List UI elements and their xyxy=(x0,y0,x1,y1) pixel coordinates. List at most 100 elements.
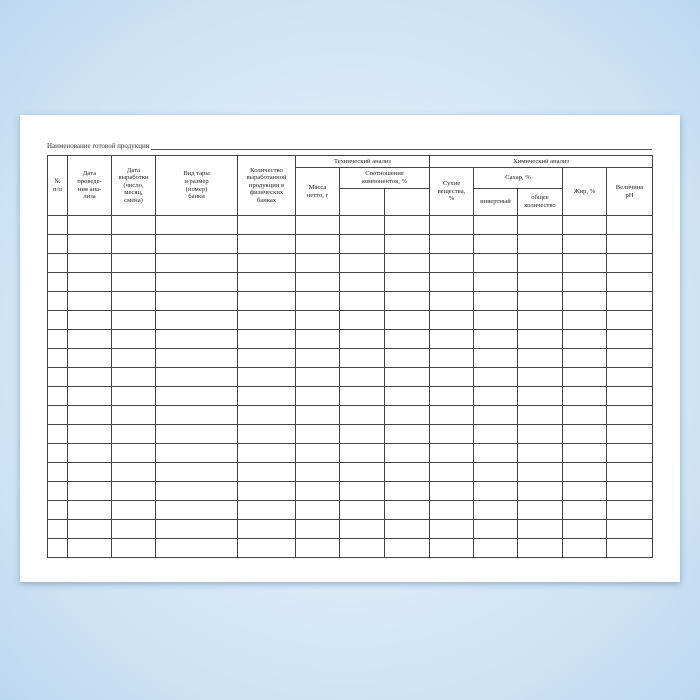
empty-row xyxy=(47,253,653,273)
empty-cell xyxy=(384,291,430,311)
empty-cell xyxy=(517,234,563,254)
empty-cell xyxy=(606,424,653,444)
empty-cell xyxy=(339,272,385,292)
empty-cell xyxy=(237,215,296,235)
empty-cell xyxy=(237,481,296,501)
empty-row xyxy=(47,481,653,501)
empty-row xyxy=(47,291,653,311)
empty-cell xyxy=(517,367,563,387)
empty-cell xyxy=(384,443,430,463)
empty-cell xyxy=(47,291,68,311)
empty-cell xyxy=(429,386,474,406)
empty-cell xyxy=(237,443,296,463)
empty-cell xyxy=(339,405,385,425)
header-cell: Соотношение компонентов, % xyxy=(339,167,430,189)
empty-cell xyxy=(295,253,340,273)
empty-cell xyxy=(384,462,430,482)
empty-cell xyxy=(111,424,156,444)
empty-cell xyxy=(295,462,340,482)
header-cell xyxy=(384,188,430,216)
empty-cell xyxy=(384,519,430,539)
empty-cell xyxy=(429,519,474,539)
empty-cell xyxy=(111,481,156,501)
empty-cell xyxy=(155,538,238,558)
empty-cell xyxy=(67,291,112,311)
empty-cell xyxy=(111,329,156,349)
empty-cell xyxy=(384,481,430,501)
empty-cell xyxy=(562,215,607,235)
empty-cell xyxy=(67,310,112,330)
empty-row xyxy=(47,234,653,254)
empty-cell xyxy=(384,405,430,425)
empty-cell xyxy=(517,500,563,520)
empty-row xyxy=(47,405,653,425)
empty-cell xyxy=(47,367,68,387)
empty-cell xyxy=(429,424,474,444)
empty-cell xyxy=(47,405,68,425)
empty-cell xyxy=(517,519,563,539)
empty-cell xyxy=(429,253,474,273)
empty-cell xyxy=(606,443,653,463)
empty-cell xyxy=(562,462,607,482)
empty-cell xyxy=(111,538,156,558)
empty-cell xyxy=(47,386,68,406)
empty-cell xyxy=(517,291,563,311)
header-cell xyxy=(339,188,385,216)
empty-cell xyxy=(562,443,607,463)
empty-row xyxy=(47,424,653,444)
empty-cell xyxy=(429,348,474,368)
empty-cell xyxy=(517,253,563,273)
empty-cell xyxy=(67,405,112,425)
empty-cell xyxy=(429,329,474,349)
empty-cell xyxy=(67,329,112,349)
empty-row xyxy=(47,462,653,482)
empty-cell xyxy=(155,367,238,387)
empty-cell xyxy=(517,329,563,349)
empty-cell xyxy=(606,310,653,330)
empty-cell xyxy=(339,538,385,558)
empty-cell xyxy=(429,234,474,254)
empty-cell xyxy=(384,348,430,368)
empty-cell xyxy=(429,367,474,387)
product-title: Наименование готовой продукции xyxy=(47,142,150,150)
empty-cell xyxy=(384,272,430,292)
empty-cell xyxy=(47,424,68,444)
empty-row xyxy=(47,443,653,463)
header-cell: общее количество xyxy=(517,188,563,216)
empty-cell xyxy=(473,329,518,349)
empty-cell xyxy=(473,481,518,501)
empty-cell xyxy=(111,348,156,368)
empty-cell xyxy=(155,462,238,482)
empty-cell xyxy=(473,519,518,539)
empty-cell xyxy=(339,215,385,235)
empty-cell xyxy=(384,500,430,520)
empty-row xyxy=(47,519,653,539)
empty-cell xyxy=(429,481,474,501)
empty-cell xyxy=(47,329,68,349)
empty-cell xyxy=(473,291,518,311)
empty-cell xyxy=(429,272,474,292)
empty-cell xyxy=(429,538,474,558)
empty-cell xyxy=(111,462,156,482)
empty-cell xyxy=(339,462,385,482)
empty-cell xyxy=(237,329,296,349)
empty-cell xyxy=(562,500,607,520)
empty-cell xyxy=(47,215,68,235)
empty-cell xyxy=(339,234,385,254)
empty-cell xyxy=(67,348,112,368)
empty-cell xyxy=(562,329,607,349)
empty-cell xyxy=(339,329,385,349)
empty-cell xyxy=(155,310,238,330)
empty-cell xyxy=(606,462,653,482)
empty-cell xyxy=(111,310,156,330)
empty-cell xyxy=(47,481,68,501)
empty-cell xyxy=(606,481,653,501)
empty-cell xyxy=(562,405,607,425)
empty-cell xyxy=(47,538,68,558)
empty-cell xyxy=(517,348,563,368)
empty-cell xyxy=(237,538,296,558)
empty-cell xyxy=(155,253,238,273)
empty-cell xyxy=(562,291,607,311)
empty-cell xyxy=(517,405,563,425)
